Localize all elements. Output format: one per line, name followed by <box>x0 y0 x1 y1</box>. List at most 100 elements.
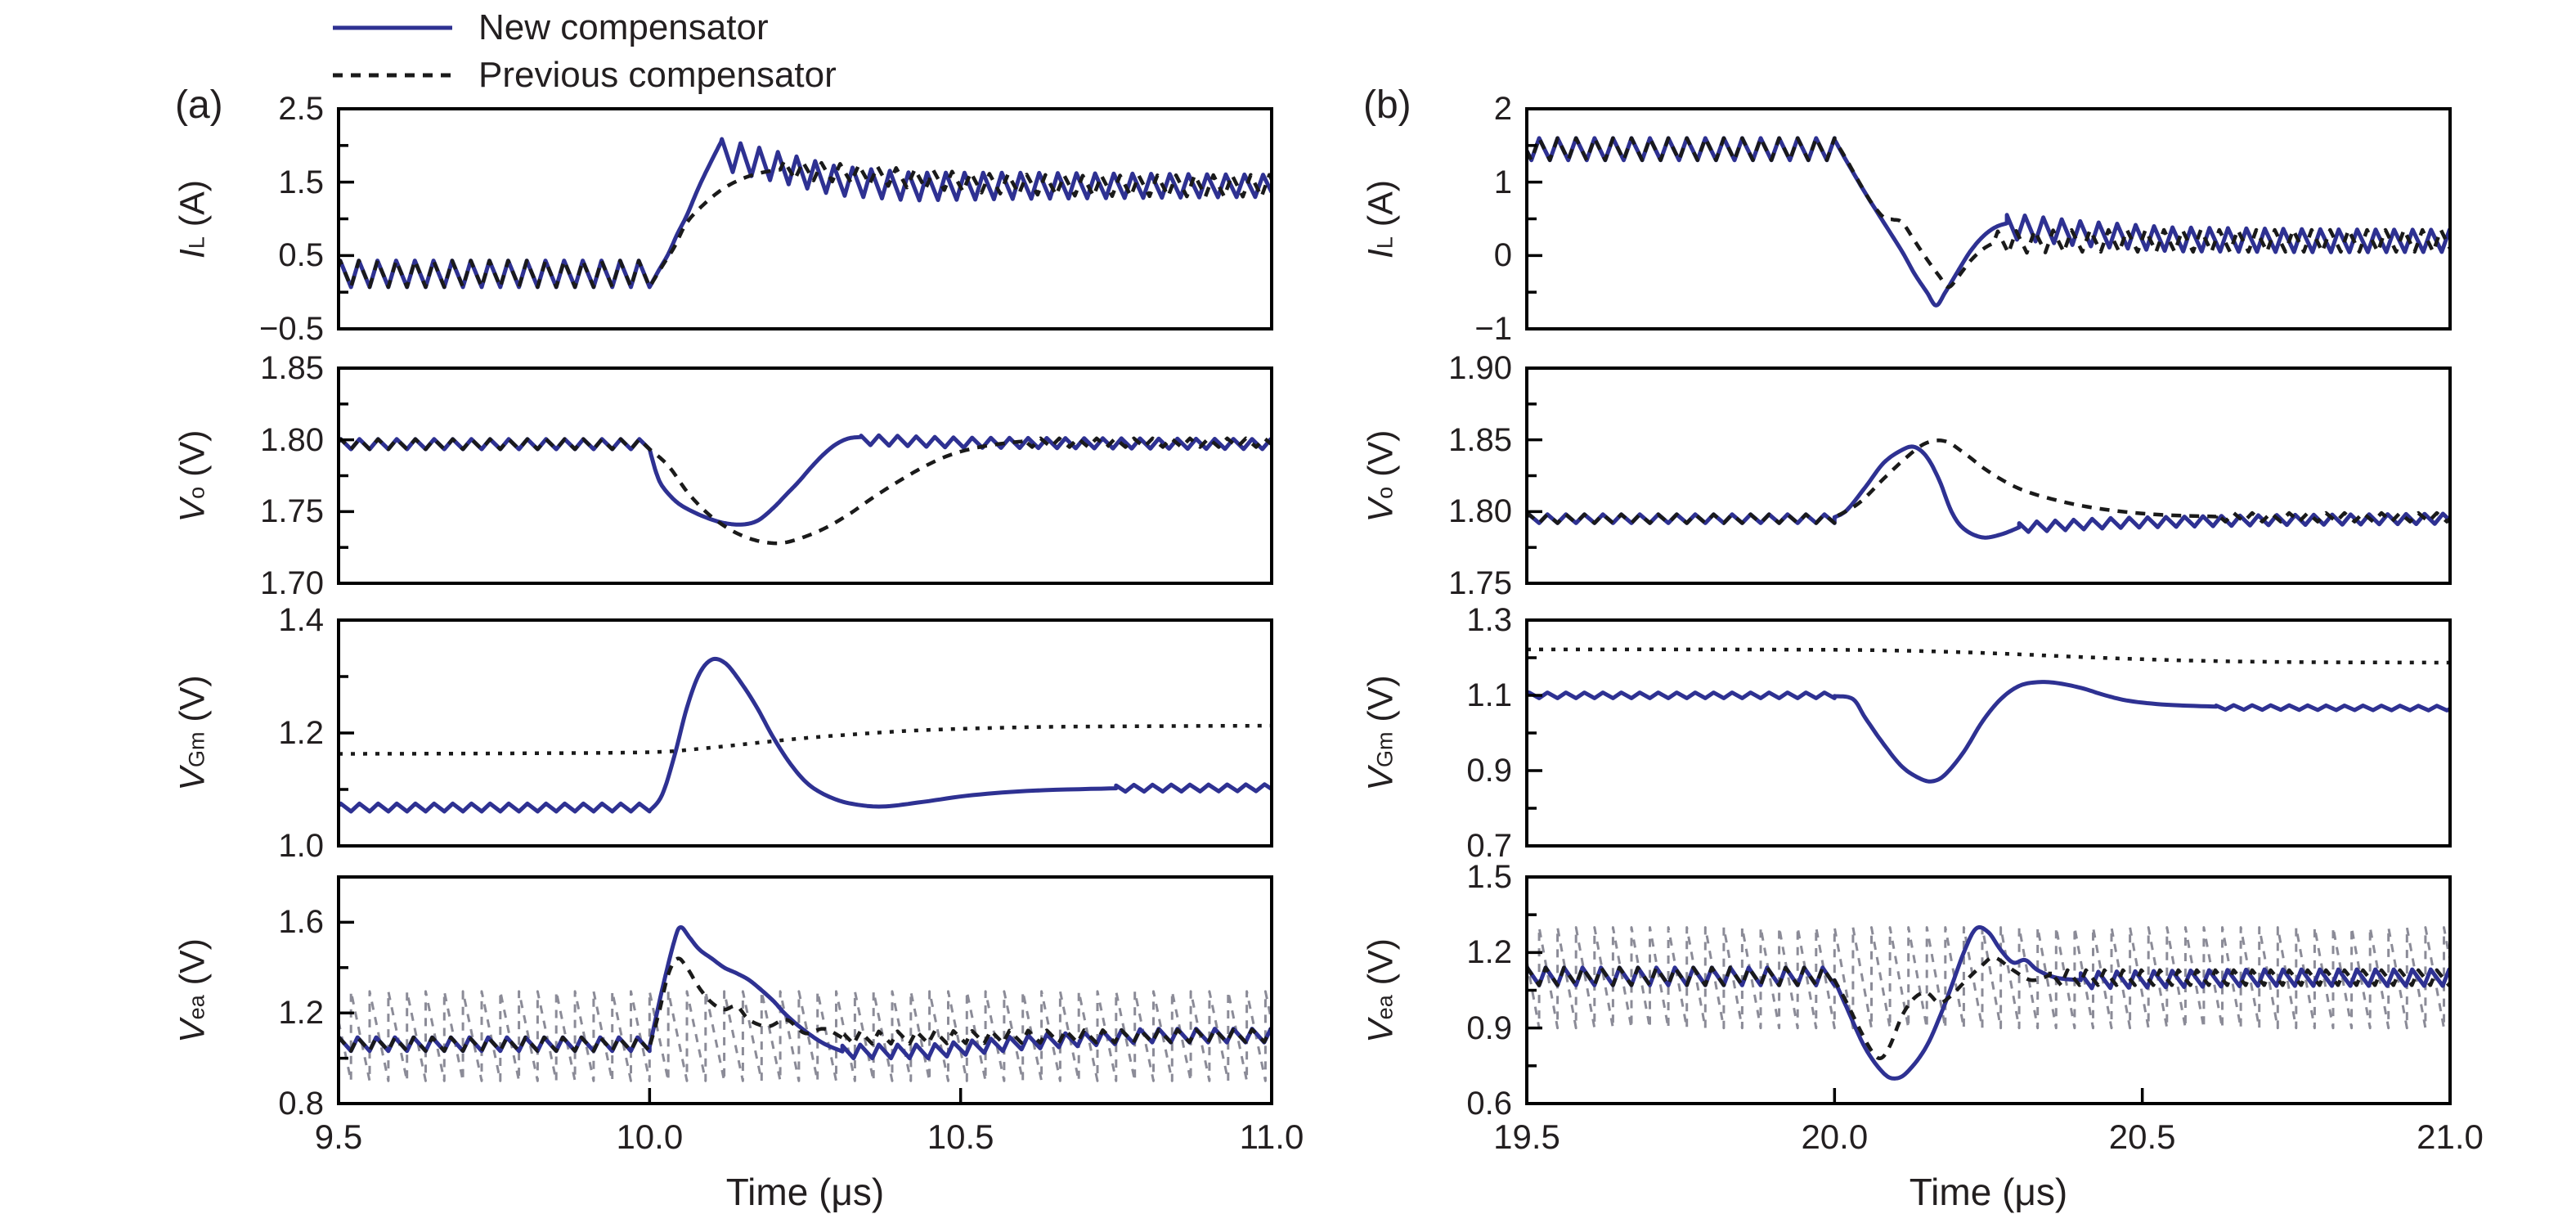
subplot-b-vgm-plot <box>1525 618 2452 848</box>
y-tick-label: 2.5 <box>278 91 324 127</box>
y-tick-label: 1.80 <box>260 421 324 458</box>
plot-frame <box>1525 366 2452 585</box>
y-tick-label: 1.80 <box>1448 493 1512 530</box>
y-axis-label-b-il: IL (A) <box>1362 179 1405 258</box>
y-axis-label-b-vo: Vo (V) <box>1362 429 1405 522</box>
y-axis-label-subscript: o <box>1372 486 1398 499</box>
y-axis-label-symbol: V <box>173 498 213 522</box>
y-axis-label-subscript: L <box>1372 236 1398 249</box>
series-previous-compensator <box>1528 136 2448 290</box>
series-new-compensator <box>340 137 1270 290</box>
y-tick-label: 1.75 <box>260 493 324 530</box>
y-tick-label: 0.9 <box>1466 753 1512 789</box>
y-axis-label-subscript: o <box>184 486 209 499</box>
y-axis-label-unit: (V) <box>173 429 213 487</box>
x-tick-label: 10.0 <box>616 1117 684 1156</box>
subplot-a-vo-plot <box>337 366 1273 585</box>
y-axis-label-subscript: L <box>184 236 209 249</box>
axis-ticks <box>340 107 354 330</box>
carrier-ramp <box>340 990 1270 1082</box>
axis-ticks <box>1525 875 2452 1105</box>
y-axis-label-unit: (V) <box>1361 937 1401 995</box>
x-tick-label: 11.0 <box>1239 1117 1304 1156</box>
y-axis-label-subscript: ea <box>184 994 209 1019</box>
plot-frame <box>1525 107 2452 330</box>
plot-frame <box>337 107 1273 330</box>
y-axis-label-symbol: V <box>1361 498 1401 522</box>
y-axis-label-a-vo: Vo (V) <box>173 429 217 522</box>
y-axis-label-symbol: V <box>1361 767 1401 791</box>
series-previous-compensator <box>340 159 1270 290</box>
series-new-compensator <box>340 656 1270 814</box>
y-axis-label-unit: (V) <box>173 675 213 732</box>
subplot-b-il-plot <box>1525 107 2452 330</box>
y-tick-label: 1.1 <box>1466 677 1512 713</box>
x-axis-label: Time (μs) <box>1909 1171 2068 1213</box>
series-new-compensator <box>1528 925 2448 1081</box>
y-axis-label-subscript: ea <box>1372 994 1398 1019</box>
axis-ticks <box>340 366 354 585</box>
subplot-b-vea-plot <box>1525 875 2452 1105</box>
x-tick-label: 9.5 <box>314 1117 363 1156</box>
y-axis-label-a-vgm: VGm (V) <box>173 675 217 790</box>
plot-frame <box>1525 618 2452 848</box>
y-tick-label: 1 <box>1493 164 1512 200</box>
y-axis-label-b-vgm: VGm (V) <box>1362 675 1405 790</box>
axis-ticks <box>1528 618 1542 848</box>
y-axis-label-unit: (A) <box>1361 179 1401 236</box>
series-new-compensator <box>340 433 1270 527</box>
y-tick-label: 0.8 <box>278 1086 324 1122</box>
y-axis-label-symbol: I <box>173 248 213 259</box>
y-tick-label: 1.6 <box>278 904 324 941</box>
y-tick-label: −1 <box>1474 311 1512 347</box>
plot-frame <box>337 618 1273 848</box>
y-tick-label: 0.5 <box>278 237 324 274</box>
y-tick-label: 1.85 <box>260 350 324 386</box>
y-tick-label: 1.3 <box>1466 602 1512 638</box>
y-axis-label-b-vea: Vea (V) <box>1362 937 1405 1042</box>
y-axis-label-symbol: I <box>1361 248 1401 259</box>
series-new-compensator <box>340 925 1270 1061</box>
y-axis-label-symbol: V <box>173 767 213 791</box>
y-axis-label-subscript: Gm <box>1372 731 1398 768</box>
subplot-a-vea-plot <box>337 875 1273 1105</box>
y-tick-label: 1.2 <box>1466 934 1512 971</box>
y-tick-label: 0 <box>1493 237 1512 274</box>
panel-label: (a) <box>175 83 223 127</box>
y-axis-label-unit: (V) <box>173 937 213 995</box>
series-new-compensator <box>1528 136 2448 308</box>
y-tick-label: 0.6 <box>1466 1086 1512 1122</box>
legend-dashed-line-icon <box>333 73 452 78</box>
series-previous-compensator <box>340 956 1270 1053</box>
series-previous-compensator <box>1528 438 2448 525</box>
plot-frame <box>337 875 1273 1105</box>
legend-item-previous: Previous compensator <box>331 56 837 95</box>
series-previous-compensator <box>1528 955 2448 1061</box>
y-tick-label: 1.90 <box>1448 350 1512 386</box>
series-previous-compensator <box>340 723 1270 756</box>
y-tick-label: 1.2 <box>278 715 324 751</box>
x-tick-label: 19.5 <box>1493 1117 1560 1156</box>
x-tick-label: 20.0 <box>1801 1117 1869 1156</box>
y-tick-label: 2 <box>1493 91 1512 127</box>
subplot-b-vo-plot <box>1525 366 2452 585</box>
axis-ticks <box>337 920 1273 1105</box>
series-new-compensator <box>1528 444 2448 540</box>
series-new-compensator <box>1528 680 2448 784</box>
y-tick-label: 1.5 <box>278 164 324 200</box>
subplot-a-il-plot <box>337 107 1273 330</box>
subplot-a-vgm-plot <box>337 618 1273 848</box>
y-axis-label-symbol: V <box>1361 1018 1401 1043</box>
y-axis-label-subscript: Gm <box>184 731 209 768</box>
x-tick-label: 21.0 <box>2417 1117 2484 1156</box>
y-tick-label: 1.70 <box>260 565 324 601</box>
y-tick-label: −0.5 <box>259 311 324 347</box>
panel-label: (b) <box>1363 83 1411 127</box>
y-axis-label-a-il: IL (A) <box>173 179 217 258</box>
y-tick-label: 1.0 <box>278 828 324 864</box>
plot-frame <box>1525 875 2452 1105</box>
y-tick-label: 1.2 <box>278 995 324 1032</box>
y-axis-label-a-vea: Vea (V) <box>173 937 217 1042</box>
legend-label-previous: Previous compensator <box>478 55 837 95</box>
